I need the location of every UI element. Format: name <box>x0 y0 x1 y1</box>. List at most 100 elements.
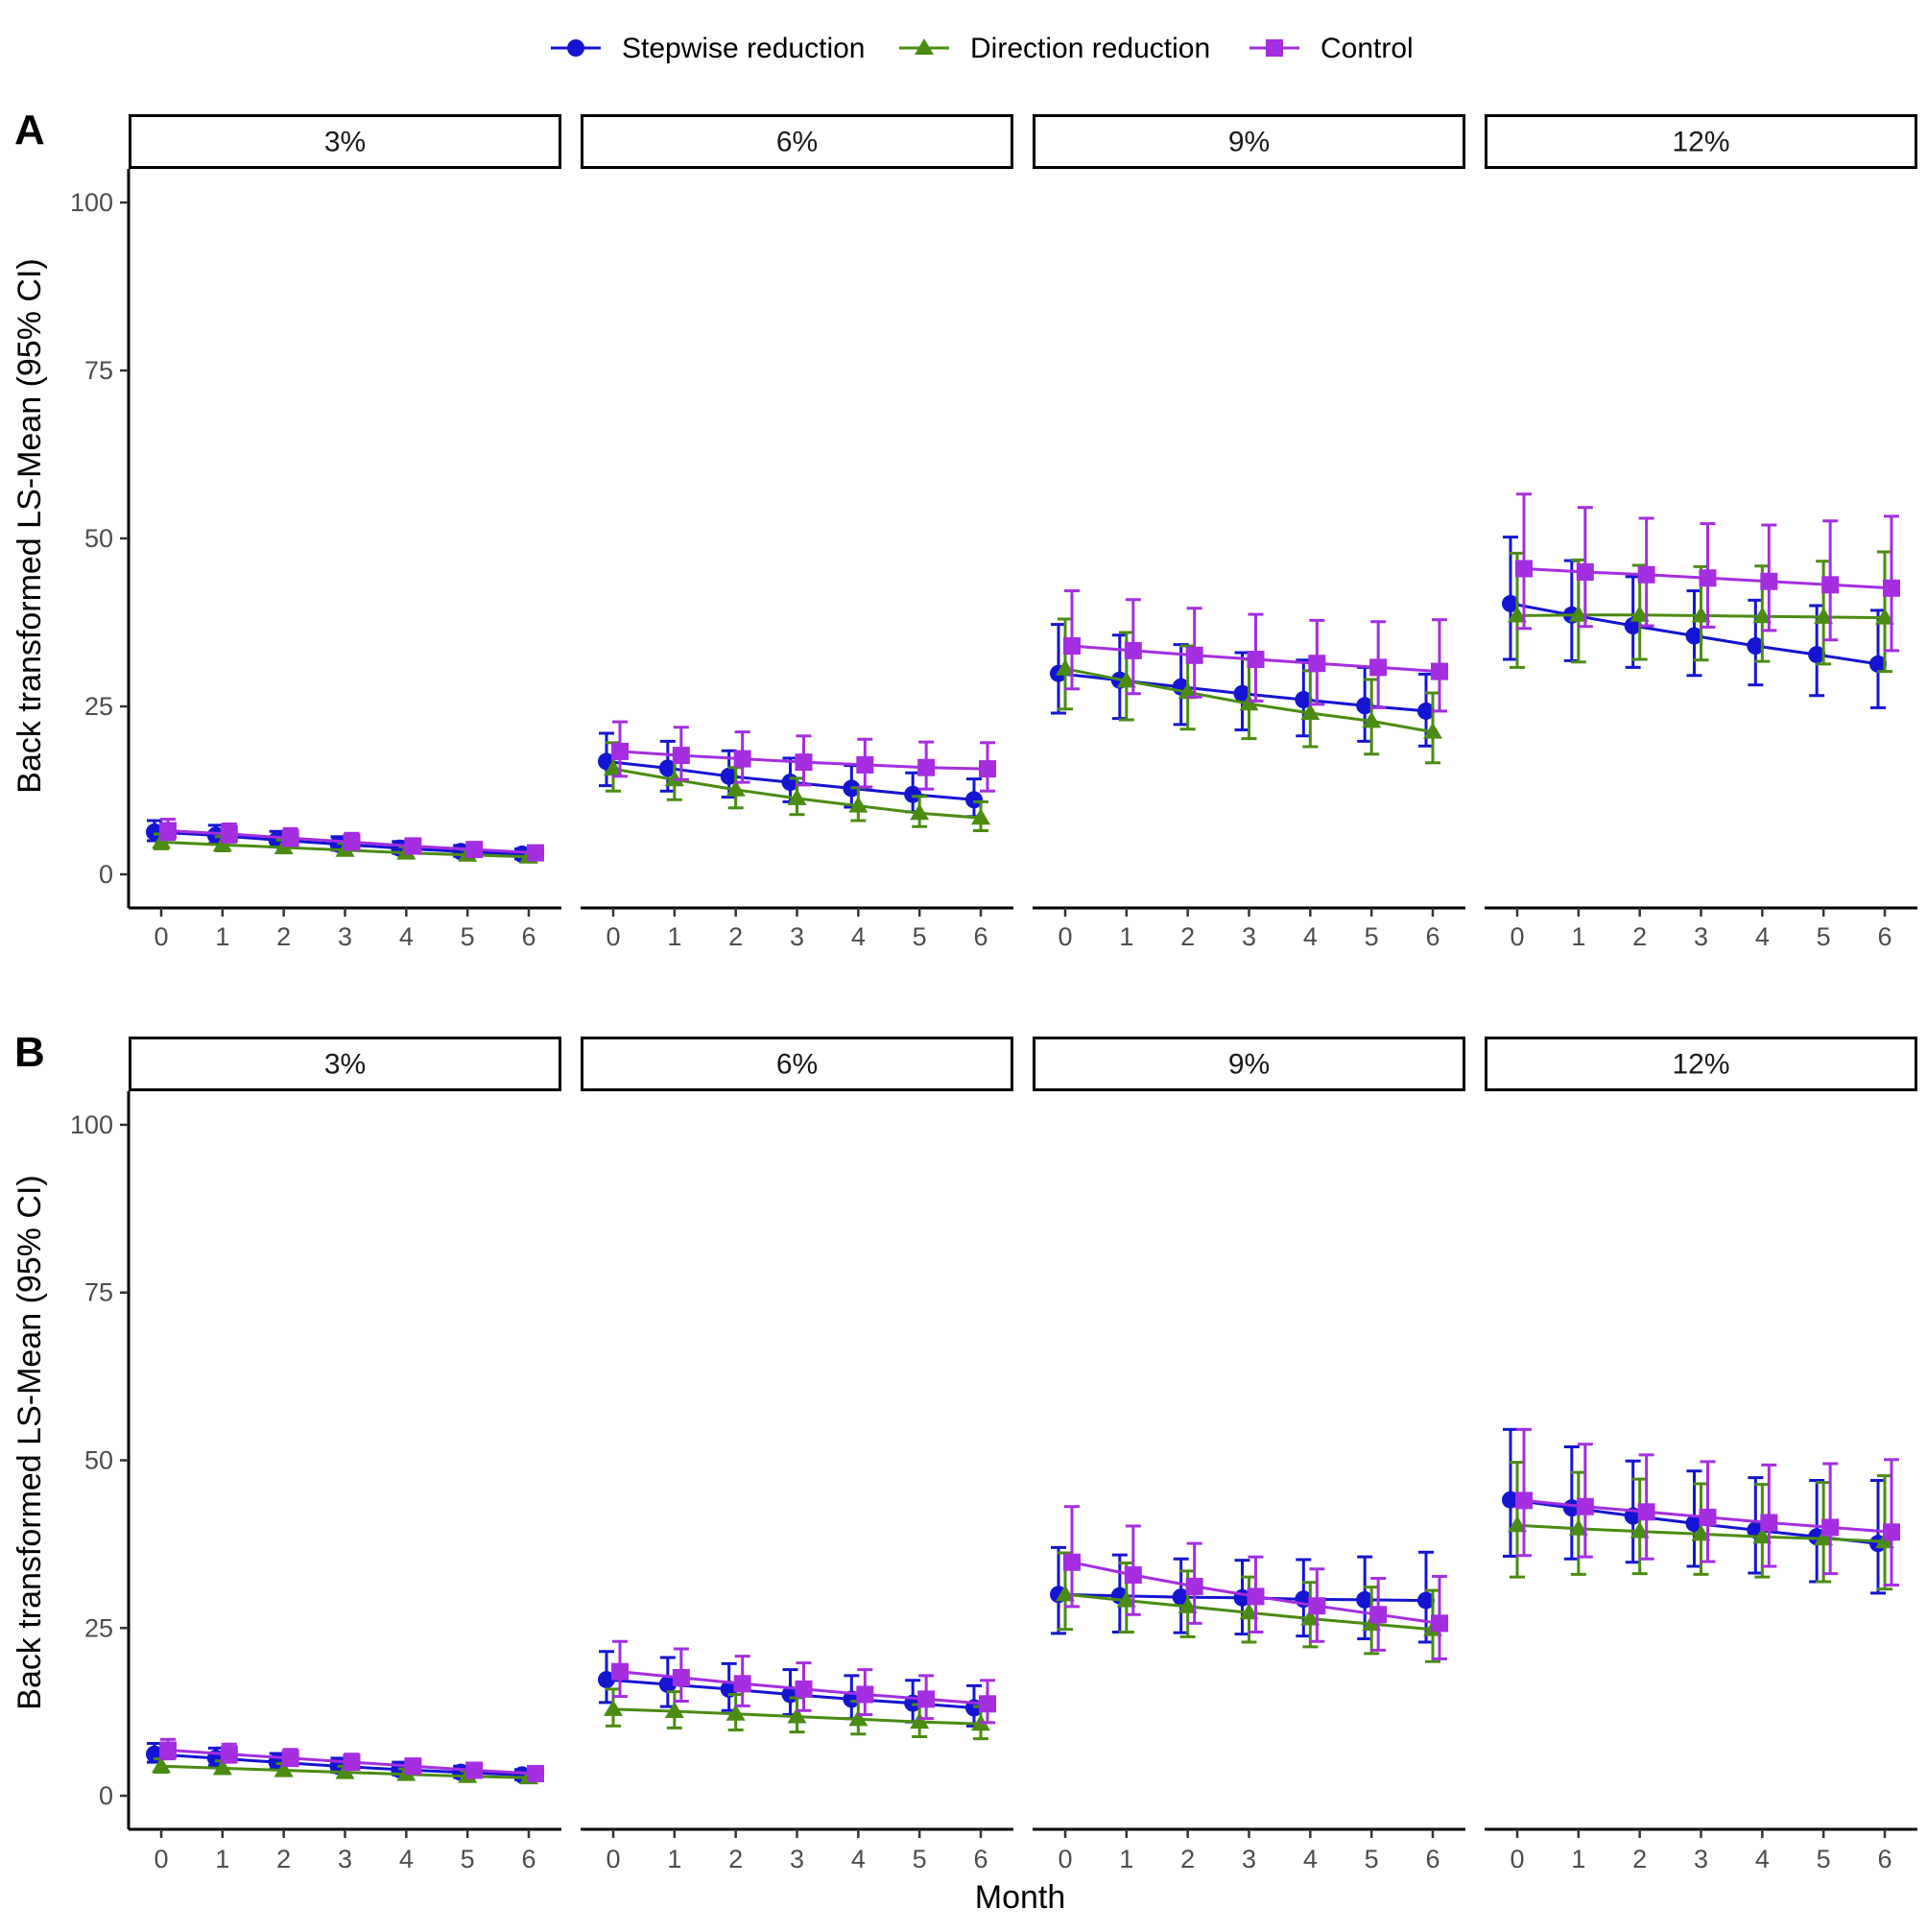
data-point <box>856 1685 874 1704</box>
x-tick-label: 5 <box>1817 922 1831 951</box>
data-point <box>1185 646 1203 664</box>
data-point <box>1637 565 1655 584</box>
data-point <box>274 1760 294 1777</box>
data-point <box>1699 1508 1717 1526</box>
data-point <box>1685 627 1703 645</box>
data-point <box>787 788 807 805</box>
data-point <box>1875 608 1894 625</box>
y-tick-label: 100 <box>70 1110 113 1139</box>
data-point <box>159 822 177 840</box>
data-point <box>343 833 361 851</box>
legend-item-control: Control <box>1249 33 1414 64</box>
data-point <box>1124 641 1142 659</box>
facet-b-3: 3% 0 1 2 3 4 5 6 <box>129 1037 561 1873</box>
data-point <box>1821 576 1840 594</box>
data-point <box>1124 1566 1142 1585</box>
data-point <box>343 1753 361 1772</box>
x-tick-label: 0 <box>1058 922 1072 951</box>
legend-marker-stepwise-reduction <box>567 39 584 57</box>
y-tick-label: 0 <box>99 860 113 889</box>
x-tick-label: 3 <box>1242 922 1256 951</box>
facet-strip-label: 12% <box>1672 127 1729 158</box>
x-tick-label: 3 <box>790 1845 804 1873</box>
data-point <box>726 779 746 797</box>
data-point <box>856 755 874 774</box>
x-tick-label: 4 <box>1755 922 1770 951</box>
data-point <box>604 1699 623 1716</box>
data-point <box>979 760 996 778</box>
data-point <box>979 1695 996 1713</box>
data-point <box>658 759 677 777</box>
legend-item-stepwise-reduction: Stepwise reduction <box>551 33 865 64</box>
data-point <box>220 1745 238 1763</box>
x-tick-label: 6 <box>521 1845 535 1873</box>
data-point <box>1630 605 1650 622</box>
data-point <box>1685 1515 1703 1533</box>
data-point <box>1814 1529 1834 1546</box>
data-point <box>1502 594 1519 612</box>
data-point <box>787 1706 807 1724</box>
x-tick-label: 4 <box>1303 922 1318 951</box>
facet-strip <box>129 1037 561 1091</box>
data-point <box>598 1671 615 1689</box>
x-tick-label: 1 <box>1119 1845 1133 1873</box>
y-tick-label: 0 <box>99 1781 113 1810</box>
data-point <box>1752 1527 1772 1544</box>
legend: Stepwise reduction Direction reduction Con… <box>551 33 1414 64</box>
data-point <box>848 796 868 813</box>
x-tick-label: 2 <box>276 1845 291 1873</box>
y-tick-label: 50 <box>84 1446 113 1475</box>
y-axis-a: 0 25 50 75 100 <box>70 169 131 908</box>
data-point <box>1417 1591 1435 1610</box>
data-point <box>658 1675 677 1693</box>
x-tick-label: 5 <box>1817 1845 1831 1873</box>
data-point <box>1178 682 1198 700</box>
data-point <box>527 844 544 862</box>
x-tick-label: 2 <box>1180 1845 1195 1873</box>
data-point <box>965 791 983 809</box>
facet-strip <box>581 1037 1013 1091</box>
data-point <box>465 841 484 859</box>
x-axis: 0 1 2 3 4 5 6 <box>129 906 561 951</box>
y-tick-label: 50 <box>84 524 113 553</box>
x-tick-label: 6 <box>973 1845 987 1873</box>
data-point <box>604 759 623 776</box>
y-axis-title-a: Back transformed LS-Mean (95% CI) <box>12 258 48 793</box>
data-point <box>1239 1603 1259 1620</box>
data-point <box>281 1749 299 1767</box>
data-point <box>1300 1609 1320 1626</box>
x-tick-label: 6 <box>1425 1845 1439 1873</box>
data-point <box>1515 1491 1533 1510</box>
series-control <box>159 1737 544 1782</box>
data-point <box>848 1709 868 1727</box>
y-axis-b: 0 25 50 75 100 <box>70 1091 131 1829</box>
facet-b-12: 12% 0 1 2 3 4 5 6 <box>1485 1037 1917 1873</box>
data-point <box>1821 1518 1840 1537</box>
x-tick-label: 1 <box>1571 1845 1585 1873</box>
data-point <box>1056 658 1075 676</box>
x-tick-label: 5 <box>461 922 475 951</box>
legend-label-stepwise-reduction: Stepwise reduction <box>622 33 865 64</box>
error-bar <box>1822 1462 1839 1576</box>
data-point <box>152 1756 171 1774</box>
facet-strip-label: 12% <box>1672 1049 1729 1081</box>
x-axis: 0 1 2 3 4 5 6 <box>581 1827 1013 1873</box>
x-tick-label: 0 <box>606 922 620 951</box>
x-axis: 0 1 2 3 4 5 6 <box>1033 1827 1465 1873</box>
x-tick-label: 0 <box>1510 1845 1524 1873</box>
data-point <box>1056 1585 1075 1602</box>
y-tick-label: 25 <box>84 1613 113 1642</box>
facet-b-6: 6% 0 1 2 3 4 5 6 <box>581 1037 1013 1873</box>
x-tick-label: 1 <box>215 922 229 951</box>
facet-strip-label: 6% <box>776 127 818 158</box>
data-point <box>404 1757 422 1776</box>
data-point <box>1247 1587 1265 1606</box>
data-point <box>1116 671 1136 688</box>
data-point <box>795 1680 813 1698</box>
data-point <box>212 1758 232 1776</box>
data-point <box>917 758 936 776</box>
data-point <box>1356 1590 1374 1609</box>
x-tick-label: 0 <box>154 922 168 951</box>
